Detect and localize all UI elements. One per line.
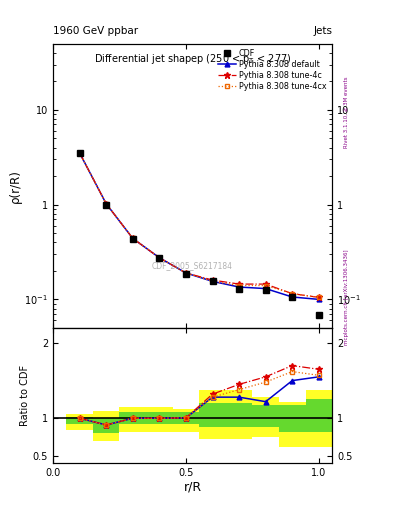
Y-axis label: Ratio to CDF: Ratio to CDF [20,365,30,426]
CDF [77,150,82,156]
Text: CDF_2005_S6217184: CDF_2005_S6217184 [152,261,233,270]
Text: mcplots.cern.ch [arXiv:1306.3436]: mcplots.cern.ch [arXiv:1306.3436] [344,249,349,345]
Pythia 8.308 tune-4c [77,150,82,156]
Pythia 8.308 tune-4c [157,254,162,261]
Bar [252,397,279,437]
CDF [237,286,241,292]
Bar [93,411,119,441]
Pythia 8.308 tune-4c [130,236,135,242]
Text: Jets: Jets [313,26,332,36]
Line: Pythia 8.308 tune-4cx: Pythia 8.308 tune-4cx [77,151,321,300]
Pythia 8.308 tune-4cx [263,283,268,289]
CDF [316,312,321,318]
Pythia 8.308 default [237,284,241,290]
Pythia 8.308 default [104,201,108,207]
Bar [173,412,199,424]
Bar [279,401,305,447]
CDF [130,236,135,242]
Bar [66,417,93,424]
Pythia 8.308 tune-4cx [290,291,295,297]
Pythia 8.308 tune-4cx [316,294,321,301]
Pythia 8.308 default [316,296,321,303]
Pythia 8.308 tune-4cx [130,236,135,242]
Bar [93,418,119,433]
Bar [252,404,279,427]
Pythia 8.308 default [77,150,82,156]
Pythia 8.308 tune-4c [316,294,321,301]
Line: CDF: CDF [77,150,322,318]
CDF [210,279,215,285]
Pythia 8.308 default [130,236,135,242]
Bar [305,390,332,447]
Bar [226,403,252,427]
Pythia 8.308 tune-4c [237,281,241,287]
Text: Differential jet shapep (250 < p$_\mathrm{T}$ < 277): Differential jet shapep (250 < p$_\mathr… [94,52,291,66]
Bar [146,412,173,424]
Bar [66,414,93,430]
Bar [199,403,226,427]
CDF [290,294,295,301]
Bar [226,390,252,439]
Pythia 8.308 default [290,294,295,300]
Line: Pythia 8.308 tune-4c: Pythia 8.308 tune-4c [77,150,322,301]
Pythia 8.308 tune-4c [263,281,268,287]
Bar [199,390,226,439]
Pythia 8.308 default [210,279,215,285]
Pythia 8.308 tune-4cx [184,270,188,276]
CDF [263,287,268,293]
Bar [119,412,146,424]
Pythia 8.308 tune-4cx [77,150,82,156]
Legend: CDF, Pythia 8.308 default, Pythia 8.308 tune-4c, Pythia 8.308 tune-4cx: CDF, Pythia 8.308 default, Pythia 8.308 … [216,48,328,93]
Bar [119,407,146,432]
CDF [157,254,162,261]
Bar [146,407,173,432]
Text: Rivet 3.1.10, ≥ 3M events: Rivet 3.1.10, ≥ 3M events [344,77,349,148]
Pythia 8.308 tune-4c [210,277,215,283]
Pythia 8.308 tune-4cx [237,283,241,289]
Text: 1960 GeV ppbar: 1960 GeV ppbar [53,26,138,36]
Pythia 8.308 tune-4cx [210,279,215,285]
Bar [279,404,305,432]
Line: Pythia 8.308 default: Pythia 8.308 default [77,151,321,302]
Pythia 8.308 tune-4c [290,291,295,297]
Pythia 8.308 tune-4c [104,201,108,207]
CDF [184,271,188,277]
Bar [305,399,332,432]
Pythia 8.308 tune-4c [184,270,188,276]
CDF [104,202,108,208]
Pythia 8.308 tune-4cx [104,201,108,207]
X-axis label: r/R: r/R [184,481,202,494]
Pythia 8.308 default [184,270,188,276]
Pythia 8.308 default [263,286,268,292]
Bar [173,409,199,432]
Y-axis label: ρ(r/R): ρ(r/R) [9,169,22,203]
Pythia 8.308 tune-4cx [157,254,162,261]
Pythia 8.308 default [157,254,162,261]
